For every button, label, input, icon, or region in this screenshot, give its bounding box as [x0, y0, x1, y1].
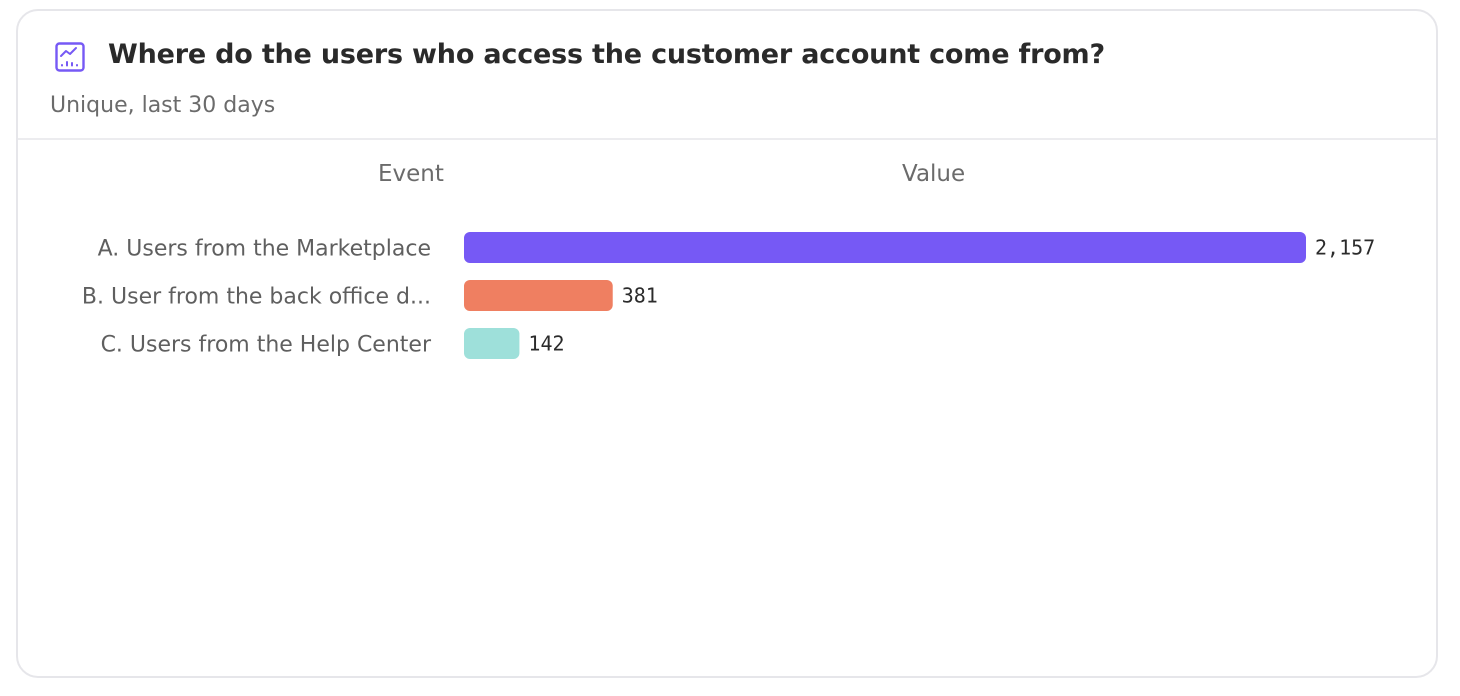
report-card: Where do the users who access the custom…: [16, 9, 1438, 678]
event-column-header: Event: [378, 161, 444, 187]
page-title: Where do the users who access the custom…: [108, 39, 1105, 70]
category-label: A. Users from the Marketplace: [98, 237, 431, 262]
page-subtitle: Unique, last 30 days: [50, 93, 276, 118]
category-label: C. Users from the Help Center: [101, 333, 432, 358]
data-label: 2,157: [1315, 236, 1375, 260]
card-header: Where do the users who access the custom…: [18, 11, 1436, 140]
data-label: 381: [622, 284, 658, 308]
data-label: 142: [528, 332, 564, 356]
value-column-header: Value: [902, 161, 966, 187]
category-label: B. User from the back office d...: [82, 285, 431, 310]
bar[interactable]: [464, 232, 1306, 263]
bar[interactable]: [464, 328, 520, 359]
bar[interactable]: [464, 280, 613, 311]
bar-chart: A. Users from the Marketplace 2,157 B. Use…: [82, 232, 1375, 359]
line-chart-icon: [55, 42, 85, 72]
